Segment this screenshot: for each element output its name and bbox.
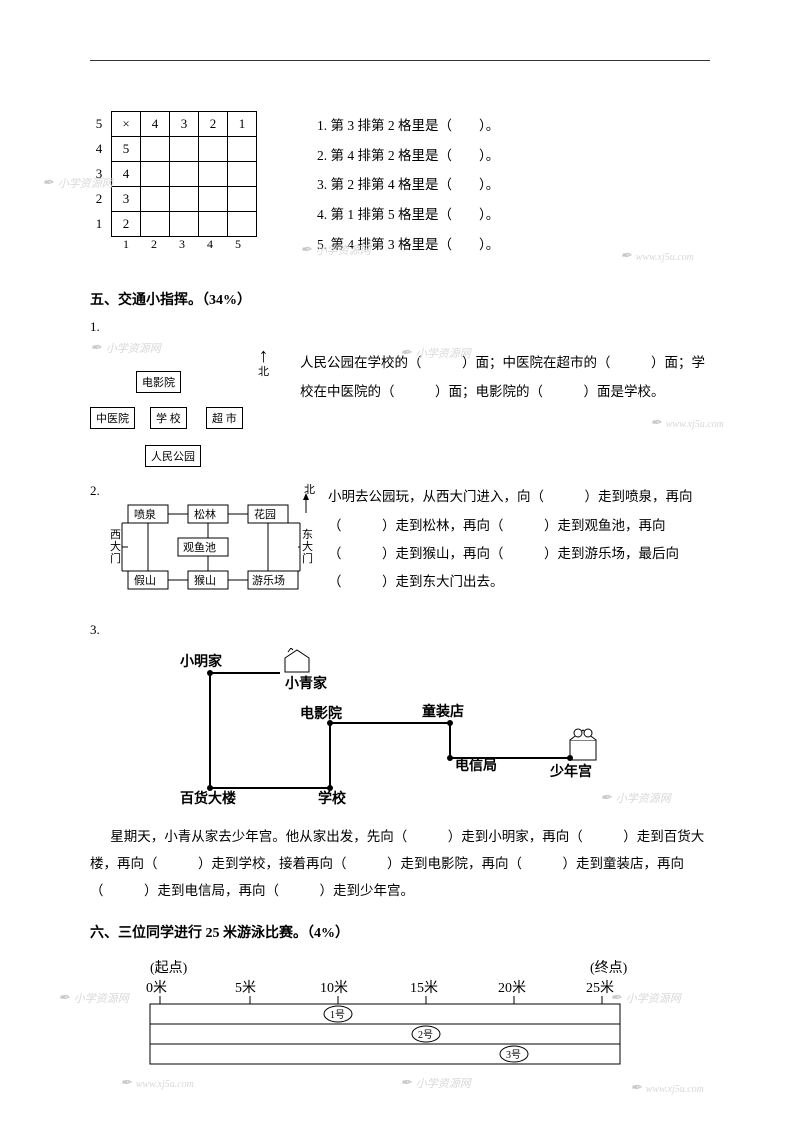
svg-text:大: 大 [302,539,313,553]
svg-text:小明家: 小明家 [180,653,223,670]
market-box: 超 市 [206,407,243,429]
hospital-box: 中医院 [90,407,135,429]
svg-text:15米: 15米 [410,980,438,996]
svg-text:门: 门 [302,551,313,565]
park-box: 人民公园 [145,445,201,467]
q-item: 1. 第 3 排第 2 格里是（ ）。 [317,111,499,141]
svg-text:松林: 松林 [194,507,216,521]
west-gate: 西 [110,529,121,541]
svg-text:少年宫: 少年宫 [549,763,592,780]
q-item: 4. 第 1 排第 5 格里是（ ）。 [317,200,499,230]
q5-1-diagram: 北 电影院 中医院 学 校 超 市 人民公园 [90,349,290,469]
house-icon [570,729,596,760]
svg-text:25米: 25米 [586,980,614,996]
svg-text:百货大楼: 百货大楼 [180,790,236,807]
svg-text:门: 门 [110,551,121,565]
svg-text:花园: 花园 [254,508,276,521]
svg-text:电影院: 电影院 [300,705,342,722]
svg-text:游乐场: 游乐场 [252,573,285,587]
svg-text:2号: 2号 [418,1029,433,1041]
east-gate: 东 [302,528,313,541]
svg-text:5米: 5米 [235,980,256,996]
svg-text:观鱼池: 观鱼池 [183,540,216,554]
svg-text:假山: 假山 [134,573,156,587]
q5-3-diagram: 小明家 小青家 电影院 童装店 电信局 少年宫 百货大楼 学校 [150,648,610,813]
section4-questions: 1. 第 3 排第 2 格里是（ ）。 2. 第 4 排第 2 格里是（ ）。 … [317,111,499,259]
cinema-box: 电影院 [136,371,181,393]
section5-heading: 五、交通小指挥。（34%） [90,289,710,309]
svg-text:小青家: 小青家 [285,675,328,692]
svg-text:电信局: 电信局 [455,757,497,774]
section4: 5 ×4321 4 5 3 4 2 3 1 2 12345 1. 第 3 排第 … [90,111,710,259]
q-item: 3. 第 2 排第 4 格里是（ ）。 [317,170,499,200]
q-item: 5. 第 4 排第 3 格里是（ ）。 [317,230,499,260]
grid-table: 5 ×4321 4 5 3 4 2 3 1 2 12345 [90,111,257,252]
svg-text:3号: 3号 [506,1049,521,1061]
svg-text:童装店: 童装店 [422,703,464,720]
north-icon: 北 [258,349,269,379]
svg-text:猴山: 猴山 [194,573,216,587]
q5-2-text: 小明去公园玩，从西大门进入，向（ ）走到喷泉，再向（ ）走到松林，再向（ ）走到… [328,483,710,596]
svg-text:(终点): (终点) [590,960,628,976]
svg-text:10米: 10米 [320,980,348,996]
q5-1-text: 人民公园在学校的（ ）面；中医院在超市的（ ）面；学校在中医院的（ ）面；电影院… [300,349,710,406]
svg-text:0米: 0米 [146,980,167,996]
swim-diagram: (起点) (终点) 0米 5米 10米 15米 20米 25米 1号 [110,956,690,1081]
q5-2-diagram: 北 喷泉 松林 花园 观鱼池 假山 猴山 游乐场 西大门 东大门 [108,483,318,608]
svg-text:20米: 20米 [498,980,526,996]
watermark: www.xj5u.com [630,1080,704,1097]
svg-text:喷泉: 喷泉 [134,507,156,521]
q5-3-text: 星期天，小青从家去少年宫。他从家出发，先向（ ）走到小明家，再向（ ）走到百货大… [90,823,710,904]
section6-heading: 六、三位同学进行 25 米游泳比赛。（4%） [90,922,710,942]
svg-text:(起点): (起点) [150,960,188,976]
q5-1-number: 1. [90,319,710,335]
school-box: 学 校 [150,407,187,429]
svg-text:学校: 学校 [318,790,347,807]
svg-text:大: 大 [110,539,121,553]
svg-text:1号: 1号 [330,1009,345,1021]
house-icon [285,648,309,672]
q-item: 2. 第 4 排第 2 格里是（ ）。 [317,141,499,171]
q5-3-number: 3. [90,622,710,638]
q5-2-number: 2. [90,483,108,499]
